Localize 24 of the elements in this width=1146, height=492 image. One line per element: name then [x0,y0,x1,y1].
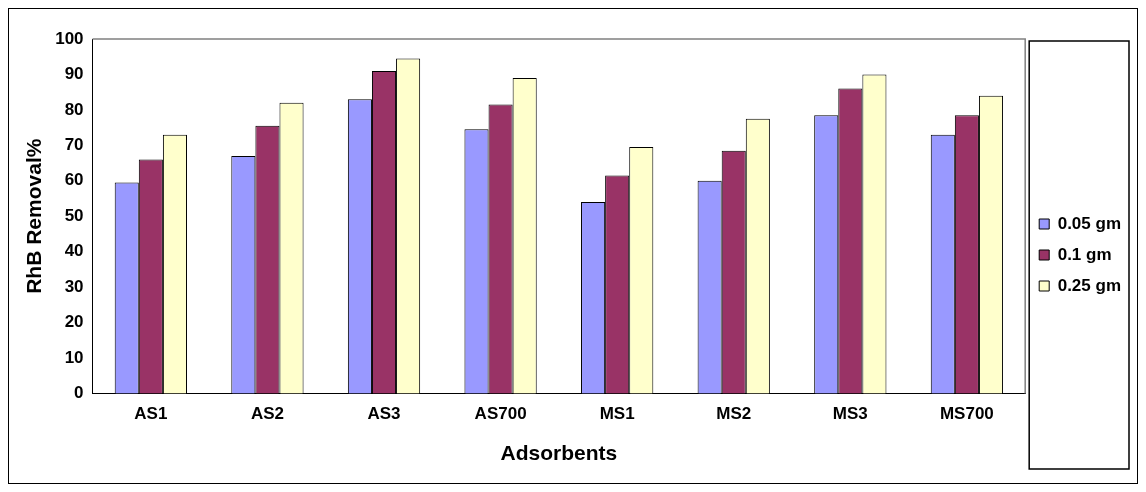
y-axis-title: RhB Removal% [22,138,46,294]
y-tick-label: 30 [64,276,84,296]
y-tick-label: 20 [64,312,84,332]
y-tick-label: 10 [64,347,84,367]
x-tick-label: AS700 [474,404,527,424]
x-tick-label: AS1 [134,404,168,424]
y-tick-label: 80 [64,99,84,119]
legend-label: 0.05 gm [1057,213,1121,233]
y-tick-label: 70 [64,135,84,155]
x-tick-label: MS3 [832,404,868,424]
x-tick-label: AS2 [250,404,284,424]
y-tick-label: 40 [64,241,84,261]
x-tick-label: MS2 [716,404,752,424]
y-tick-label: 90 [64,64,84,84]
y-tick-label: 100 [55,28,84,48]
x-axis-title: Adsorbents [500,441,618,465]
y-tick-label: 60 [64,170,84,190]
x-tick-label: MS1 [599,404,635,424]
y-tick-label: 0 [74,383,84,403]
legend-label: 0.25 gm [1057,275,1121,295]
legend-label: 0.1 gm [1057,244,1112,264]
x-tick-label: AS3 [367,404,401,424]
x-tick-label: MS700 [939,404,994,424]
y-tick-label: 50 [64,205,84,225]
